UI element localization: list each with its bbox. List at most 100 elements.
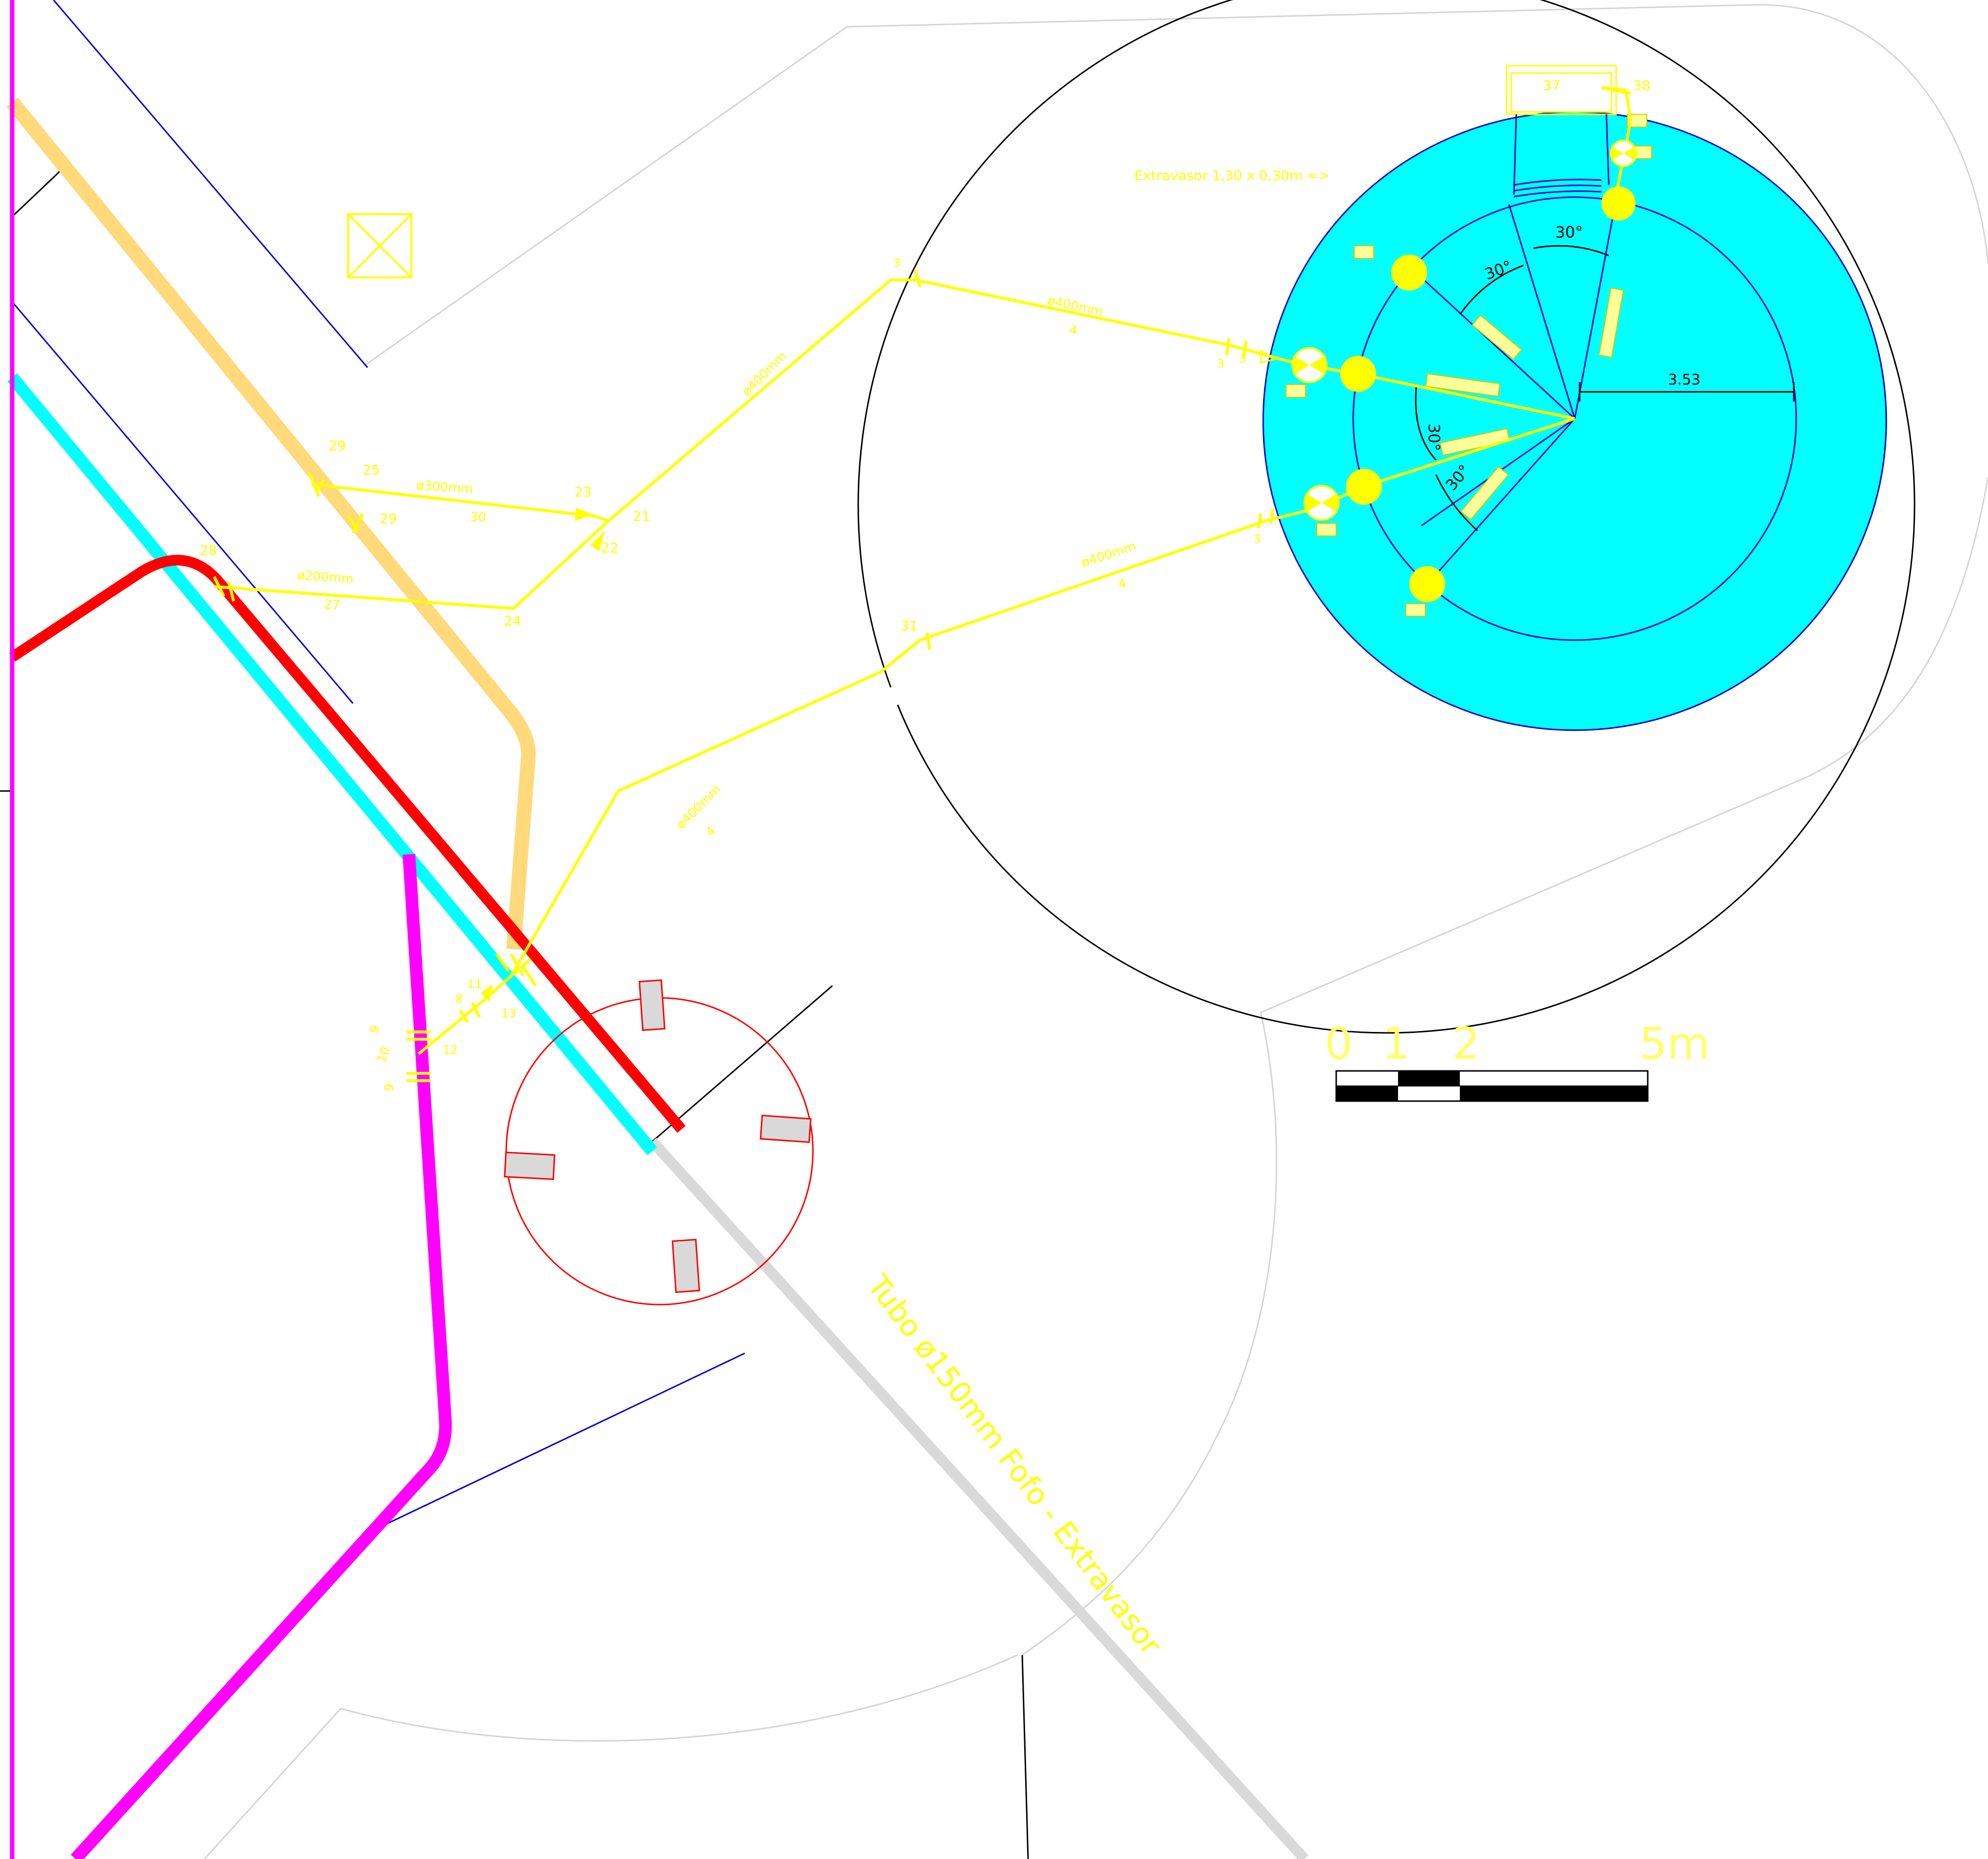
plate-2 bbox=[1598, 287, 1624, 358]
grey-overflow-pipe bbox=[648, 1138, 1309, 1859]
plate-5 bbox=[1460, 466, 1509, 520]
fitting-21 bbox=[459, 1009, 469, 1023]
pipe-label-200-num: 27 bbox=[324, 597, 341, 613]
black-line-bottom bbox=[1021, 1655, 1029, 1859]
arrow-2 bbox=[590, 530, 606, 552]
plate-6 bbox=[1354, 245, 1374, 259]
valve-lower-bowtie bbox=[1306, 493, 1338, 513]
fitting-2 bbox=[1242, 340, 1248, 358]
node-8: 8 bbox=[455, 992, 462, 1006]
scale-bar: 0 1 2 5m bbox=[1325, 1018, 1710, 1102]
node-23: 23 bbox=[574, 484, 592, 500]
arrow-1 bbox=[575, 507, 594, 521]
valve-upper-bowtie bbox=[1293, 355, 1325, 375]
pump-left bbox=[1340, 356, 1376, 392]
node-24: 24 bbox=[504, 613, 521, 629]
radius-value: 3.53 bbox=[1668, 371, 1701, 388]
node-3-tank-c: 3 bbox=[1253, 532, 1261, 546]
plate-1 bbox=[1472, 314, 1522, 360]
fitting-6 bbox=[926, 632, 931, 650]
fitting-14 bbox=[510, 953, 525, 977]
scale-label-0: 0 bbox=[1325, 1018, 1352, 1069]
junction-box-diagonal-2 bbox=[347, 213, 412, 278]
boundary-top-left bbox=[365, 26, 847, 366]
fitting-1 bbox=[1225, 338, 1231, 356]
plate-8 bbox=[1286, 384, 1306, 398]
fitting-3 bbox=[1257, 513, 1262, 529]
blue-line-3 bbox=[382, 1352, 745, 1527]
fitting-10 bbox=[351, 513, 364, 534]
scale-seg-1-bottom bbox=[1336, 1086, 1398, 1101]
radial-1 bbox=[1421, 277, 1576, 420]
pipe-overflow-arrow bbox=[1601, 86, 1631, 95]
pump-left-lower bbox=[1346, 469, 1382, 505]
fitting-13 bbox=[495, 953, 510, 972]
weir-arc-1 bbox=[1513, 179, 1602, 186]
tan-utility-line bbox=[6, 97, 536, 950]
weir-arc-3 bbox=[1513, 190, 1602, 198]
pipe-stub bbox=[510, 957, 532, 977]
scale-seg-3-bottom bbox=[1460, 1086, 1648, 1101]
support-pad-top bbox=[638, 979, 666, 1031]
pipe-200 bbox=[214, 519, 610, 610]
flow-arrows bbox=[480, 349, 1277, 1002]
blue-line-2 bbox=[11, 301, 354, 704]
pipe-main-lower bbox=[510, 507, 1315, 977]
pump-top bbox=[1601, 186, 1636, 221]
arrow-4 bbox=[480, 984, 493, 1002]
node-12: 12 bbox=[443, 1043, 458, 1057]
boundary-bottom bbox=[203, 1654, 1018, 1859]
node-13: 13 bbox=[501, 1007, 516, 1020]
angle-label-2: 30° bbox=[1555, 223, 1583, 241]
radial-2 bbox=[1508, 204, 1576, 419]
node-22: 22 bbox=[601, 540, 619, 556]
pump-left-upper bbox=[1391, 255, 1427, 291]
angle-arc-4 bbox=[1435, 474, 1478, 532]
angle-label-3: 30° bbox=[1425, 423, 1443, 451]
plate-7 bbox=[1405, 603, 1426, 617]
fitting-7 bbox=[308, 471, 320, 497]
tank-inner-ring bbox=[1352, 196, 1797, 641]
pipe-label-300-num: 30 bbox=[470, 510, 487, 525]
radius-dimension: 3.53 bbox=[1579, 371, 1795, 402]
plate-9 bbox=[1316, 523, 1337, 536]
support-pad-bottom bbox=[671, 1238, 700, 1293]
plate-3 bbox=[1425, 373, 1501, 397]
tank-outer-wall bbox=[1262, 111, 1887, 731]
node-29-a: 29 bbox=[329, 438, 346, 454]
valve-top-bowtie bbox=[1611, 146, 1636, 161]
node-38: 38 bbox=[1633, 77, 1651, 93]
node-3-top: 3 bbox=[893, 256, 901, 270]
radial-5 bbox=[1435, 418, 1576, 575]
node-37: 37 bbox=[1543, 77, 1561, 93]
site-boundary bbox=[203, 4, 1988, 1859]
scale-label-1: 1 bbox=[1382, 1018, 1410, 1069]
black-line-center bbox=[652, 985, 833, 1142]
red-utility-line bbox=[9, 554, 686, 1133]
fitting-15 bbox=[522, 965, 537, 987]
extravasor-weir bbox=[1513, 114, 1610, 198]
black-line-top-left bbox=[11, 169, 62, 218]
node-31: 31 bbox=[901, 618, 918, 634]
extravasor-note: Extravasor 1,30 x 0,30m => bbox=[1134, 167, 1330, 184]
valve-icon bbox=[1291, 140, 1637, 521]
pump-bottom bbox=[1409, 566, 1445, 602]
node-21: 21 bbox=[633, 508, 650, 524]
red-manhole bbox=[504, 979, 814, 1306]
scale-label-5m: 5m bbox=[1639, 1018, 1710, 1069]
blue-line-1 bbox=[53, 0, 368, 368]
cyan-utility-line bbox=[7, 373, 658, 1156]
magenta-utility-line bbox=[71, 854, 452, 1859]
large-black-circle bbox=[857, 0, 1915, 1034]
pipe-label-upper-num: 4 bbox=[1068, 323, 1079, 339]
junction-box-icon bbox=[347, 213, 412, 278]
fitting-4 bbox=[1269, 508, 1274, 524]
fitting-11 bbox=[213, 576, 225, 597]
weir-right bbox=[1605, 114, 1610, 185]
angle-arcs bbox=[1415, 245, 1609, 532]
angle-arc-1 bbox=[1459, 264, 1524, 314]
extravasor-inner bbox=[1510, 72, 1612, 113]
fitting-5 bbox=[914, 270, 921, 288]
support-pad-left bbox=[504, 1151, 555, 1180]
node-29-b: 29 bbox=[380, 511, 397, 527]
